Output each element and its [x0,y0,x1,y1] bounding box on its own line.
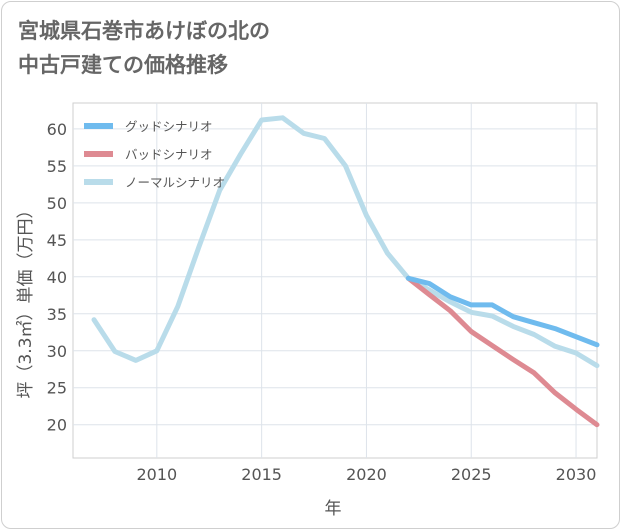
grid-lines [73,103,597,458]
x-tick-label: 2025 [451,465,492,484]
y-tick-label: 55 [47,157,67,176]
y-tick-label: 45 [47,231,67,250]
x-tick-label: 2020 [346,465,387,484]
series-line-2 [91,115,600,369]
title-line-1: 宮城県石巻市あけぼの北の [18,19,270,43]
y-tick-label: 35 [47,305,67,324]
y-tick-label: 60 [47,120,67,139]
y-tick-label: 40 [47,268,67,287]
y-axis-label: 坪（3.3㎡）単価（万円） [16,201,36,398]
legend-entry: グッドシナリオ [125,119,213,134]
x-tick-label: 2015 [241,465,282,484]
x-tick-label: 2010 [136,465,177,484]
y-tick-label: 30 [47,342,67,361]
x-axis-label: 年 [325,499,342,519]
legend-entry: バッドシナリオ [125,147,213,162]
legend-entry: ノーマルシナリオ [125,175,225,190]
series-line-0 [405,275,600,348]
y-tick-label: 20 [47,416,67,435]
series-line-1 [405,275,600,428]
y-tick-label: 25 [47,379,67,398]
page-title: 宮城県石巻市あけぼの北の 中古戸建ての価格推移 [18,14,578,82]
title-line-2: 中古戸建ての価格推移 [18,53,228,77]
x-tick-label: 2030 [556,465,597,484]
plot-area [72,102,598,459]
series-lines [91,115,600,428]
y-tick-label: 50 [47,194,67,213]
